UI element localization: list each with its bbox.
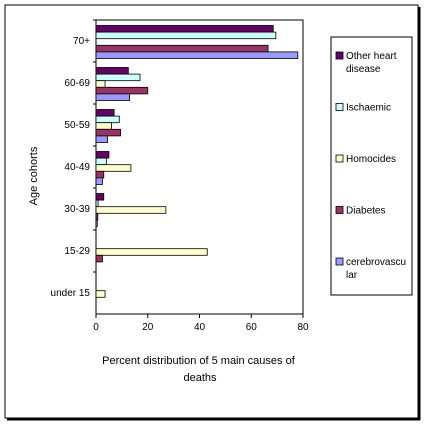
legend-box bbox=[330, 36, 413, 296]
bar-5-4 bbox=[95, 177, 103, 185]
bar-5-3 bbox=[95, 135, 109, 143]
legend-label-2: Ischaemic bbox=[346, 103, 391, 114]
bar-1-2 bbox=[95, 67, 129, 75]
bar-4-3 bbox=[95, 128, 121, 137]
legend-label-1: disease bbox=[346, 64, 381, 75]
plot-area: 70+ 60-69 50-59 40-49 30-39 15-29 under 15 0 20 4… bbox=[51, 19, 309, 333]
x-axis-title: Percent distribution of 5 main causes of… bbox=[102, 355, 298, 384]
bar-5-1 bbox=[95, 51, 299, 59]
legend-swatch-3 bbox=[335, 154, 344, 163]
y-tick-label: 50-59 bbox=[64, 120, 90, 131]
bar-1-4 bbox=[95, 151, 110, 159]
bar-3-7 bbox=[95, 290, 106, 298]
y-tick-label: 40-49 bbox=[64, 162, 90, 173]
y-tick-label: 60-69 bbox=[64, 78, 90, 89]
y-axis-title: Age cohorts bbox=[28, 146, 40, 205]
bar-2-3 bbox=[95, 115, 120, 124]
y-tick-label: 15-29 bbox=[64, 246, 90, 257]
legend-swatch-2 bbox=[335, 103, 344, 111]
y-tick-label: 70+ bbox=[73, 36, 90, 47]
bar-1-3 bbox=[95, 109, 115, 117]
bar-4-5 bbox=[95, 212, 99, 221]
bar-3-4 bbox=[95, 164, 132, 172]
x-tick-label: 80 bbox=[297, 322, 309, 333]
legend-swatch-4 bbox=[335, 206, 344, 214]
y-tick-label: 30-39 bbox=[64, 204, 90, 215]
bar-3-2 bbox=[95, 80, 106, 88]
bar-2-5 bbox=[95, 199, 99, 208]
x-axis-title-line-1: Percent distribution of 5 main causes of bbox=[102, 355, 296, 367]
bar-1-1 bbox=[95, 25, 274, 33]
bar-4-1 bbox=[95, 44, 269, 53]
bar-2-4 bbox=[95, 157, 107, 166]
legend-swatch-1 bbox=[335, 51, 344, 60]
legend-label-5: cerebrovascu bbox=[346, 257, 406, 268]
legend-label-5: lar bbox=[346, 270, 358, 281]
x-tick-label: 40 bbox=[194, 322, 206, 333]
x-tick-label: 20 bbox=[142, 322, 154, 333]
bar-5-2 bbox=[95, 93, 131, 101]
x-tick-label: 0 bbox=[93, 322, 99, 333]
legend-label-1: Other heart bbox=[346, 51, 397, 62]
legend: Other heart disease Ischaemic Homocides Diab… bbox=[330, 36, 413, 296]
bar-2-2 bbox=[95, 73, 141, 82]
bar-4-6 bbox=[95, 254, 103, 263]
bar-1-5 bbox=[95, 193, 105, 201]
legend-label-3: Homocides bbox=[346, 154, 396, 165]
bar-4-4 bbox=[95, 170, 105, 179]
legend-label-4: Diabetes bbox=[346, 206, 385, 217]
legend-swatch-5 bbox=[335, 257, 344, 266]
bar-5-5 bbox=[95, 219, 98, 227]
bar-4-2 bbox=[95, 86, 149, 95]
x-axis-title-line-2: deaths bbox=[183, 372, 217, 384]
bar-3-3 bbox=[95, 122, 112, 130]
x-tick-label: 60 bbox=[246, 322, 258, 333]
bar-2-1 bbox=[95, 31, 277, 40]
bar-3-5 bbox=[95, 206, 167, 214]
y-tick-label: under 15 bbox=[51, 288, 91, 299]
bar-3-6 bbox=[95, 248, 208, 256]
